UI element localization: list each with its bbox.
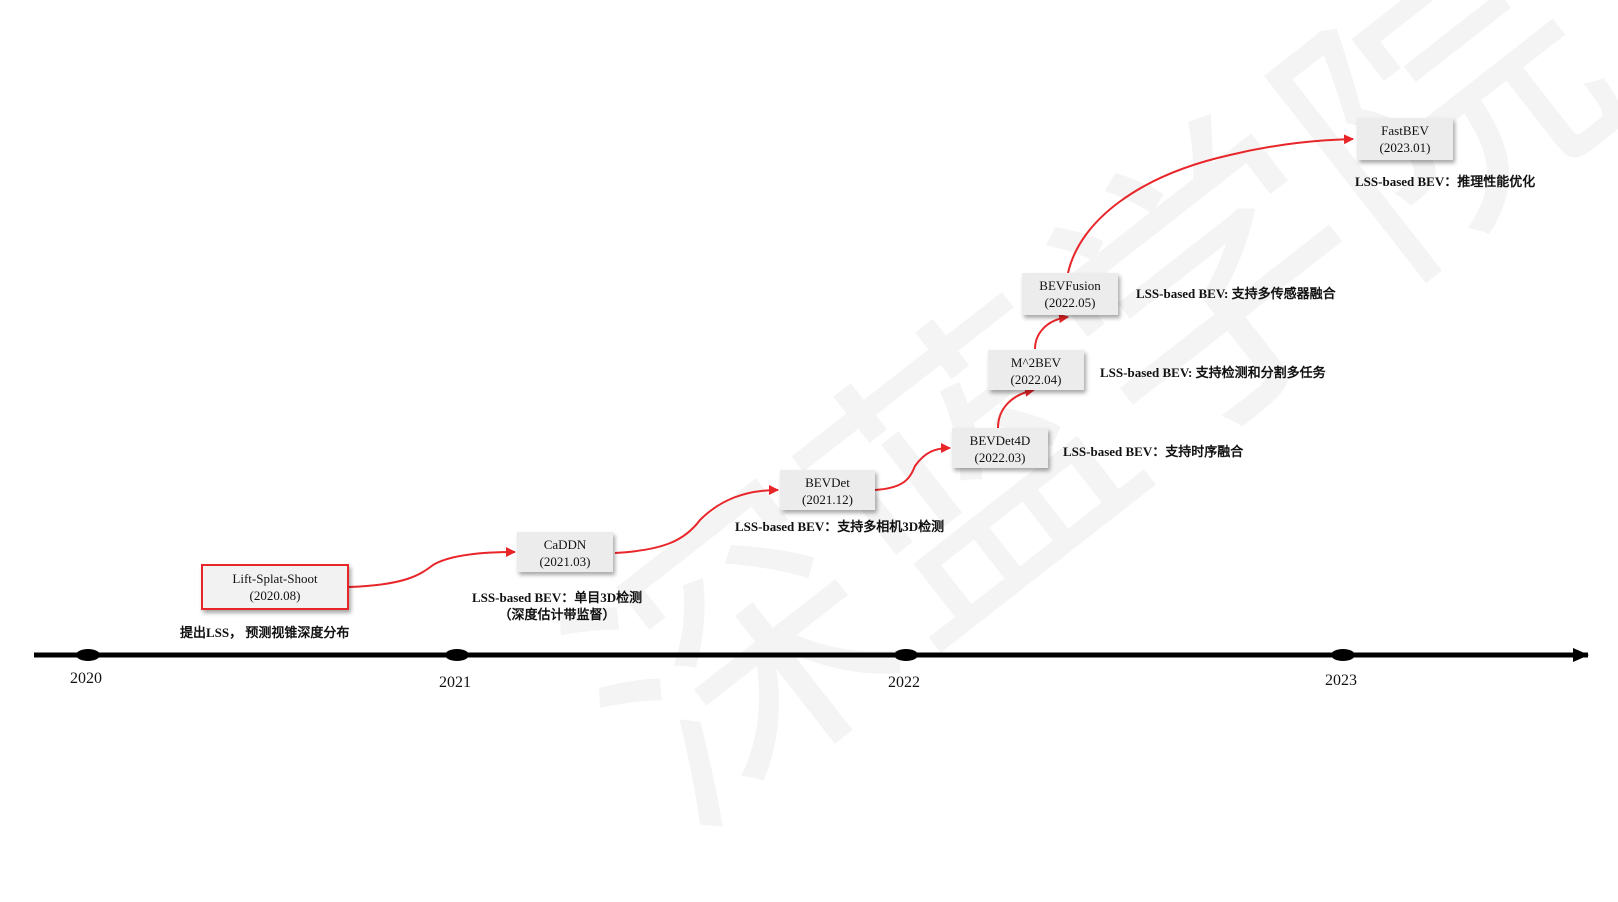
- node-bevdet: BEVDet (2021.12): [780, 470, 875, 510]
- arrow-bevdet-to-bevdet4d: [874, 443, 951, 491]
- year-tick-2023: [1331, 649, 1355, 661]
- node-name: Lift-Splat-Shoot: [232, 571, 318, 586]
- note-fastbev: LSS-based BEV：推理性能优化: [1355, 173, 1535, 190]
- node-lift-splat-shoot: Lift-Splat-Shoot (2020.08): [201, 564, 349, 610]
- note-m2bev: LSS-based BEV: 支持检测和分割多任务: [1100, 364, 1326, 381]
- node-bevdet4d: BEVDet4D (2022.03): [952, 428, 1048, 468]
- note-line: LSS-based BEV：支持时序融合: [1063, 444, 1244, 459]
- arrow-bevdet4d-to-m2bev: [997, 386, 1035, 429]
- note-bevdet: LSS-based BEV：支持多相机3D检测: [735, 518, 944, 535]
- node-name: FastBEV: [1381, 123, 1429, 138]
- year-tick-2020: [76, 649, 100, 661]
- node-date: (2021.12): [802, 492, 853, 507]
- node-date: (2022.04): [1010, 372, 1062, 387]
- note-line: （深度估计带监督）: [498, 607, 616, 622]
- year-tick-2022: [894, 649, 918, 661]
- note-bevfusion: LSS-based BEV: 支持多传感器融合: [1136, 285, 1336, 302]
- node-name: BEVDet: [805, 475, 850, 490]
- note-line: LSS-based BEV：推理性能优化: [1355, 174, 1536, 189]
- year-tick-2021: [445, 649, 469, 661]
- year-label-2023: 2023: [1325, 672, 1357, 689]
- note-lift-splat-shoot: 提出LSS， 预测视锥深度分布: [180, 624, 349, 641]
- arrow-bevfusion-to-fastbev: [1067, 134, 1354, 274]
- node-name: BEVDet4D: [969, 433, 1031, 448]
- year-label-2020: 2020: [70, 670, 102, 687]
- node-m2bev: M^2BEV (2022.04): [988, 350, 1084, 390]
- node-bevfusion: BEVFusion (2022.05): [1022, 273, 1118, 315]
- arrow-caddn-to-bevdet: [614, 485, 779, 554]
- node-name: CaDDN: [543, 537, 587, 552]
- note-line: LSS-based BEV: 支持多传感器融合: [1136, 286, 1336, 301]
- year-label-2021: 2021: [439, 674, 471, 691]
- arrow-lss-to-caddn: [348, 547, 516, 588]
- note-line: LSS-based BEV：单目3D检测: [472, 590, 643, 605]
- note-bevdet4d: LSS-based BEV：支持时序融合: [1063, 443, 1243, 460]
- node-fastbev: FastBEV (2023.01): [1357, 118, 1453, 160]
- node-date: (2021.03): [539, 554, 591, 569]
- timeline-diagram: [34, 134, 1589, 662]
- node-caddn: CaDDN (2021.03): [517, 532, 613, 572]
- note-line: 提出LSS， 预测视锥深度分布: [180, 625, 350, 640]
- node-date: (2020.08): [249, 588, 301, 603]
- year-label-2022: 2022: [888, 674, 920, 691]
- node-name: M^2BEV: [1010, 355, 1062, 370]
- note-line: LSS-based BEV：支持多相机3D检测: [735, 519, 945, 534]
- node-date: (2023.01): [1379, 140, 1431, 155]
- node-name: BEVFusion: [1039, 278, 1101, 293]
- note-line: LSS-based BEV: 支持检测和分割多任务: [1100, 365, 1326, 380]
- node-date: (2022.03): [974, 450, 1026, 465]
- note-caddn: LSS-based BEV：单目3D检测 （深度估计带监督）: [472, 589, 642, 623]
- arrow-m2bev-to-bevfusion: [1034, 313, 1069, 350]
- node-date: (2022.05): [1044, 295, 1096, 310]
